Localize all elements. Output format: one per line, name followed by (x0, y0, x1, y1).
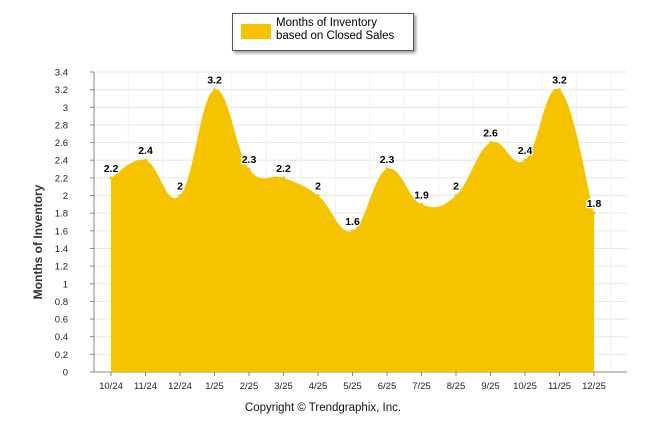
x-tick-label: 10/24 (99, 381, 123, 392)
x-tick-label: 8/25 (447, 381, 466, 392)
data-label: 2.2 (104, 163, 119, 175)
y-tick-label: 0.6 (55, 315, 68, 326)
copyright-text: Copyright © Trendgraphix, Inc. (244, 402, 402, 414)
data-point (351, 229, 354, 233)
x-tick-label: 7/25 (412, 381, 431, 392)
x-tick-label: 3/25 (274, 381, 293, 392)
data-label: 2.4 (518, 145, 533, 157)
data-point (213, 88, 216, 92)
y-tick-label: 3.4 (55, 68, 68, 79)
data-label: 1.8 (587, 198, 602, 210)
y-tick-label: 1 (63, 279, 68, 290)
data-point (592, 211, 596, 215)
x-tick-label: 2/25 (240, 381, 259, 392)
y-tick-label: 2.4 (55, 156, 68, 167)
data-point (558, 88, 561, 92)
x-tick-label: 11/24 (134, 381, 157, 392)
y-tick-label: 3.2 (55, 85, 68, 96)
data-point (247, 167, 251, 171)
y-tick-label: 0.4 (55, 332, 68, 343)
data-point (489, 141, 492, 145)
data-label: 2.3 (242, 154, 257, 166)
y-tick-label: 1.8 (55, 209, 68, 220)
data-label: 2.4 (138, 145, 153, 157)
data-label: 2.2 (276, 163, 291, 175)
data-label: 2 (453, 181, 459, 193)
y-tick-label: 1.6 (55, 226, 68, 237)
data-label: 2.3 (380, 154, 395, 166)
y-tick-label: 3 (63, 103, 68, 114)
y-tick-label: 0 (63, 368, 68, 379)
data-label: 3.2 (207, 75, 222, 87)
data-point (523, 158, 527, 162)
y-tick-label: 0.8 (55, 297, 68, 308)
legend-label: Months of Inventory based on Closed Sale… (276, 17, 395, 42)
data-point (178, 194, 182, 198)
x-tick-label: 5/25 (343, 381, 362, 392)
area-series (111, 88, 594, 372)
legend-swatch (241, 24, 271, 39)
x-tick-label: 4/25 (309, 381, 328, 392)
data-label: 1.9 (414, 189, 429, 201)
data-point (454, 194, 458, 198)
data-point (420, 202, 423, 206)
x-tick-label: 9/25 (481, 381, 500, 392)
y-tick-label: 0.2 (55, 350, 68, 361)
data-label: 2 (177, 181, 183, 193)
data-point (316, 194, 320, 198)
legend: Months of Inventory based on Closed Sale… (232, 13, 414, 51)
data-point (282, 176, 285, 180)
y-tick-label: 1.2 (55, 262, 68, 273)
y-tick-label: 2.2 (55, 173, 68, 184)
y-tick-label: 2.6 (55, 138, 68, 149)
data-point (109, 176, 113, 180)
data-label: 2.6 (483, 128, 498, 140)
y-tick-label: 2 (63, 191, 68, 202)
y-tick-label: 1.4 (55, 244, 68, 255)
x-tick-label: 10/25 (513, 381, 537, 392)
y-tick-label: 2.8 (55, 120, 68, 131)
y-axis-title: Months of Inventory (31, 184, 45, 299)
data-label: 3.2 (552, 75, 567, 87)
data-point (385, 167, 389, 171)
x-tick-label: 12/25 (582, 381, 606, 392)
data-label: 1.6 (345, 216, 360, 228)
x-tick-label: 12/24 (168, 381, 192, 392)
x-tick-label: 6/25 (378, 381, 397, 392)
data-label: 2 (315, 181, 321, 193)
x-tick-label: 11/25 (548, 381, 571, 392)
x-tick-label: 1/25 (205, 381, 224, 392)
data-point (144, 158, 147, 162)
